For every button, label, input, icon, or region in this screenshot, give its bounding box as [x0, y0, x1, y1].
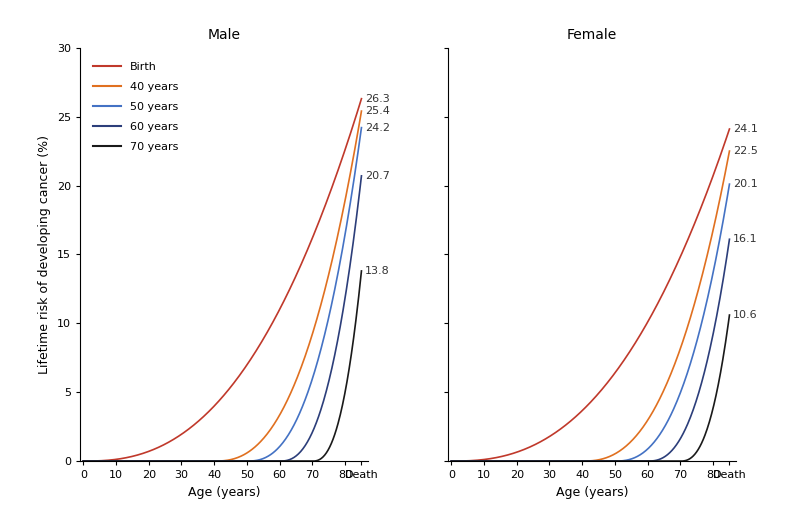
Text: 26.3: 26.3 [365, 94, 390, 104]
Text: 20.7: 20.7 [365, 171, 390, 181]
Y-axis label: Lifetime risk of developing cancer (%): Lifetime risk of developing cancer (%) [38, 135, 51, 374]
Text: 24.1: 24.1 [733, 124, 758, 134]
Legend: Birth, 40 years, 50 years, 60 years, 70 years: Birth, 40 years, 50 years, 60 years, 70 … [89, 57, 182, 156]
X-axis label: Age (years): Age (years) [188, 485, 260, 499]
X-axis label: Age (years): Age (years) [556, 485, 628, 499]
Text: 20.1: 20.1 [733, 179, 758, 189]
Text: 16.1: 16.1 [733, 234, 758, 244]
Title: Male: Male [207, 29, 241, 42]
Title: Female: Female [567, 29, 617, 42]
Text: 22.5: 22.5 [733, 146, 758, 156]
Text: 24.2: 24.2 [365, 122, 390, 132]
Text: 25.4: 25.4 [365, 106, 390, 116]
Text: 10.6: 10.6 [733, 310, 758, 320]
Text: 13.8: 13.8 [365, 266, 390, 276]
